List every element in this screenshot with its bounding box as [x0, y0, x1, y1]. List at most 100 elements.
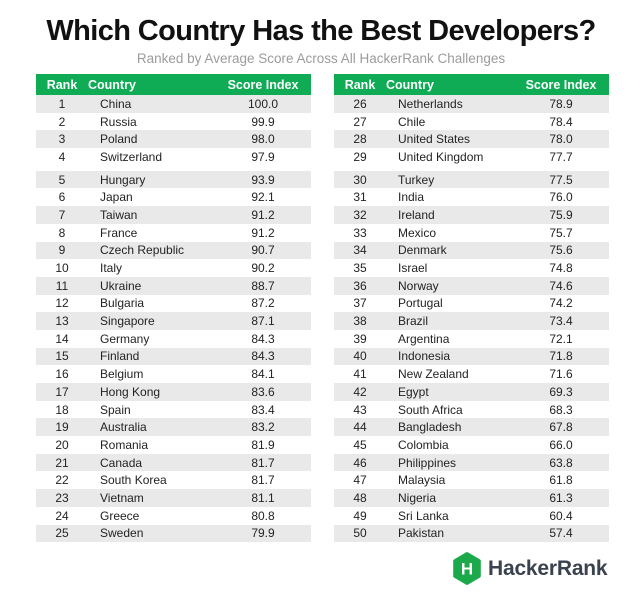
- table-row: 16 Belgium 84.1: [36, 365, 311, 383]
- page-title: Which Country Has the Best Developers?: [46, 15, 596, 47]
- cell-country: Canada: [100, 455, 143, 470]
- cell-rank: 19: [55, 420, 69, 435]
- table-row: 17 Hong Kong 83.6: [36, 383, 311, 401]
- cell-score: 78.9: [549, 96, 573, 111]
- column-header-score: Score Index: [525, 77, 597, 92]
- table-row: 48 Nigeria 61.3: [334, 489, 609, 507]
- table-header: Rank Country Score Index: [36, 74, 311, 95]
- table-row: 47 Malaysia 61.8: [334, 471, 609, 489]
- table-row: 43 South Africa 68.3: [334, 401, 609, 419]
- cell-country: Germany: [100, 331, 150, 346]
- cell-rank: 27: [353, 114, 367, 129]
- cell-score: 75.9: [549, 207, 573, 222]
- cell-rank: 8: [58, 225, 66, 240]
- cell-score: 83.2: [251, 420, 275, 435]
- cell-score: 67.8: [549, 420, 573, 435]
- cell-rank: 33: [353, 225, 367, 240]
- cell-score: 69.3: [549, 384, 573, 399]
- cell-score: 74.2: [549, 296, 573, 311]
- cell-rank: 31: [353, 190, 367, 205]
- cell-score: 81.7: [251, 455, 275, 470]
- cell-rank: 32: [353, 207, 367, 222]
- table-row: 27 Chile 78.4: [334, 113, 609, 131]
- cell-rank: 45: [353, 437, 367, 452]
- table-row: 31 India 76.0: [334, 188, 609, 206]
- cell-score: 88.7: [251, 278, 275, 293]
- cell-rank: 2: [58, 114, 66, 129]
- cell-score: 61.3: [549, 490, 573, 505]
- cell-score: 87.1: [251, 314, 275, 329]
- cell-score: 75.7: [549, 225, 573, 240]
- cell-country: Denmark: [398, 243, 447, 258]
- cell-rank: 21: [55, 455, 69, 470]
- cell-country: Taiwan: [100, 207, 138, 222]
- cell-rank: 11: [55, 278, 69, 293]
- cell-country: Russia: [100, 114, 137, 129]
- table-row: 13 Singapore 87.1: [36, 312, 311, 330]
- cell-country: Colombia: [398, 437, 449, 452]
- table-row: 36 Norway 74.6: [334, 276, 609, 295]
- cell-rank: 12: [55, 296, 69, 311]
- cell-rank: 43: [353, 402, 367, 417]
- cell-score: 100.0: [247, 96, 279, 111]
- cell-country: Italy: [100, 261, 123, 276]
- table-row: 4 Switzerland 97.9: [36, 148, 311, 166]
- table-row: 40 Indonesia 71.8: [334, 347, 609, 366]
- cell-rank: 4: [58, 149, 66, 164]
- cell-rank: 49: [353, 508, 367, 523]
- cell-rank: 40: [353, 349, 367, 364]
- cell-country: Australia: [100, 420, 147, 435]
- table-header: Rank Country Score Index: [334, 74, 609, 95]
- table-row: 34 Denmark 75.6: [334, 241, 609, 260]
- cell-score: 74.8: [549, 261, 573, 276]
- cell-score: 79.9: [251, 526, 275, 541]
- cell-country: France: [100, 225, 138, 240]
- table-row: 6 Japan 92.1: [36, 188, 311, 206]
- cell-rank: 6: [58, 190, 66, 205]
- cell-score: 81.9: [251, 437, 275, 452]
- page-subtitle: Ranked by Average Score Across All Hacke…: [136, 51, 506, 66]
- cell-score: 75.6: [549, 243, 573, 258]
- table-row: 42 Egypt 69.3: [334, 383, 609, 401]
- table-row: 8 France 91.2: [36, 224, 311, 242]
- cell-country: Spain: [100, 402, 131, 417]
- cell-country: Singapore: [100, 314, 155, 329]
- cell-rank: 5: [58, 172, 66, 187]
- cell-country: Ukraine: [100, 278, 142, 293]
- cell-country: South Africa: [398, 402, 463, 417]
- cell-score: 90.2: [251, 261, 275, 276]
- ranking-table-right: Rank Country Score Index 26 Netherlands 78…: [334, 74, 609, 543]
- cell-country: New Zealand: [398, 367, 469, 382]
- cell-score: 83.4: [251, 402, 275, 417]
- cell-score: 78.0: [549, 132, 573, 147]
- cell-country: Chile: [398, 114, 426, 129]
- cell-country: Mexico: [398, 225, 437, 240]
- table-row: 22 South Korea 81.7: [36, 471, 311, 489]
- cell-rank: 17: [55, 384, 69, 399]
- table-row: 35 Israel 74.8: [334, 259, 609, 277]
- table-row: 45 Colombia 66.0: [334, 436, 609, 454]
- cell-score: 84.3: [251, 349, 275, 364]
- cell-country: Hong Kong: [100, 384, 161, 399]
- cell-rank: 48: [353, 490, 367, 505]
- cell-country: Brazil: [398, 314, 429, 329]
- cell-rank: 20: [55, 437, 69, 452]
- cell-country: Ireland: [398, 207, 435, 222]
- table-row: 21 Canada 81.7: [36, 453, 311, 472]
- table-row: 9 Czech Republic 90.7: [36, 241, 311, 260]
- cell-rank: 9: [58, 243, 66, 258]
- cell-rank: 25: [55, 526, 69, 541]
- column-header-country: Country: [386, 77, 434, 92]
- cell-country: United States: [398, 132, 471, 147]
- cell-country: United Kingdom: [398, 149, 484, 164]
- table-row: 15 Finland 84.3: [36, 347, 311, 366]
- cell-score: 80.8: [251, 508, 275, 523]
- cell-country: Switzerland: [100, 149, 163, 164]
- table-row: 30 Turkey 77.5: [334, 170, 609, 189]
- table-row: 29 United Kingdom 77.7: [334, 148, 609, 166]
- table-row: 12 Bulgaria 87.2: [36, 295, 311, 313]
- cell-country: Pakistan: [398, 526, 445, 541]
- table-row: 23 Vietnam 81.1: [36, 489, 311, 507]
- cell-country: Bangladesh: [398, 420, 462, 435]
